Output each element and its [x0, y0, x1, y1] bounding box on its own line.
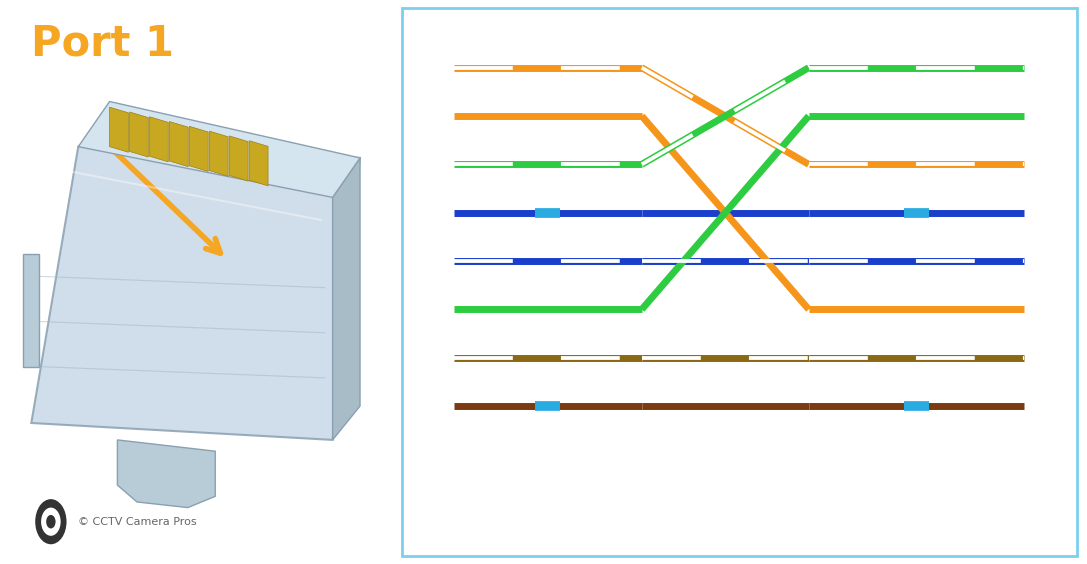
Text: 6: 6	[414, 301, 424, 319]
Text: 3: 3	[414, 155, 424, 173]
Circle shape	[35, 499, 66, 544]
Text: 1: 1	[414, 59, 424, 77]
Polygon shape	[210, 131, 228, 176]
Text: 4: 4	[1047, 204, 1058, 222]
Text: 4: 4	[414, 204, 424, 222]
Text: 8: 8	[414, 397, 424, 415]
Polygon shape	[249, 141, 268, 186]
Text: © CCTV Camera Pros: © CCTV Camera Pros	[77, 517, 197, 527]
Polygon shape	[117, 440, 215, 508]
Text: 5: 5	[414, 252, 424, 270]
Polygon shape	[78, 102, 360, 197]
Polygon shape	[110, 107, 128, 152]
Polygon shape	[229, 136, 248, 181]
Text: 6: 6	[1047, 301, 1058, 319]
Text: 5: 5	[1047, 252, 1058, 270]
Polygon shape	[129, 112, 148, 157]
Polygon shape	[189, 126, 209, 171]
Text: 7: 7	[1047, 349, 1058, 367]
Text: 2: 2	[414, 107, 424, 125]
Circle shape	[41, 508, 61, 536]
Text: 7: 7	[414, 349, 424, 367]
Text: 1: 1	[1047, 59, 1058, 77]
Text: Port 1: Port 1	[32, 23, 174, 64]
Polygon shape	[150, 117, 168, 162]
Polygon shape	[333, 158, 360, 440]
Polygon shape	[32, 147, 360, 440]
Text: 2: 2	[1047, 107, 1058, 125]
Polygon shape	[24, 254, 39, 367]
Text: Crossover wired cables: Crossover wired cables	[578, 482, 900, 510]
Circle shape	[46, 515, 55, 528]
Text: 3: 3	[1047, 155, 1058, 173]
Polygon shape	[170, 122, 188, 167]
Text: 8: 8	[1047, 397, 1058, 415]
